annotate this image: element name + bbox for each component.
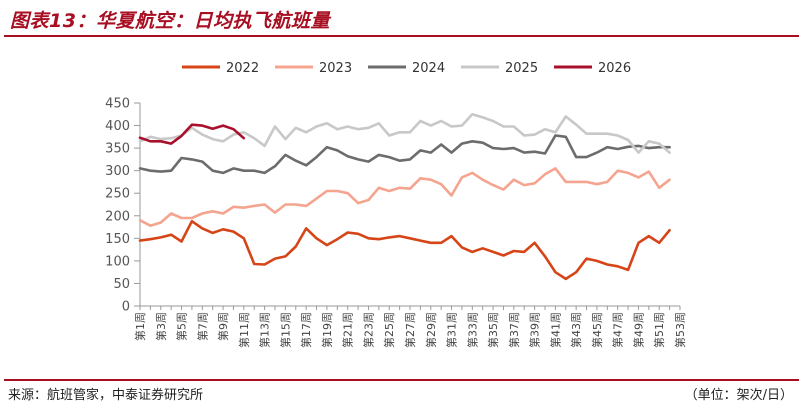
- y-tick-label: 250: [105, 187, 130, 202]
- x-tick-label: 第25周: [382, 312, 396, 348]
- chart-legend: 2022 2023 2024 2025 2026: [182, 61, 631, 76]
- y-tick-label: 150: [105, 232, 130, 247]
- x-tick-label: 第11周: [237, 312, 251, 348]
- y-tick-label: 350: [105, 142, 130, 157]
- x-tick-label: 第31周: [445, 312, 459, 348]
- x-tick-label: 第45周: [590, 312, 604, 348]
- legend-label-2023: 2023: [319, 61, 352, 76]
- x-tick-label: 第43周: [569, 312, 583, 348]
- series-line-2025: [138, 113, 671, 154]
- x-tick-label: 第33周: [465, 312, 479, 348]
- y-tick-label: 200: [105, 209, 130, 224]
- source-note: 来源：航班管家，中泰证券研究所: [8, 388, 204, 403]
- y-tick-label: 50: [113, 277, 130, 292]
- x-tick-label: 第27周: [403, 312, 417, 348]
- y-tick-label: 400: [105, 119, 130, 134]
- y-tick-label: 100: [105, 254, 130, 269]
- legend-label-2025: 2025: [505, 61, 538, 76]
- x-axis: 第1周 第3周 第5周 第7周 第9周 第11周 第13周 第15周 第17周 第19周 第21周第…: [133, 305, 687, 348]
- x-tick-label: 第35周: [486, 312, 500, 348]
- x-tick-label: 第23周: [361, 312, 375, 348]
- x-tick-label: 第49周: [631, 312, 645, 348]
- series-line-2023: [138, 167, 671, 227]
- unit-note: （单位：架次/日）: [684, 388, 793, 403]
- series-line-2026: [138, 123, 246, 145]
- series-line-2024: [138, 134, 671, 175]
- x-tick-label: 第13周: [258, 312, 272, 348]
- chart-header: 图表13：华夏航空：日均执飞航班量: [0, 0, 803, 40]
- x-tick-label: 第41周: [548, 312, 562, 348]
- x-tick-label: 第17周: [299, 312, 313, 348]
- legend-label-2022: 2022: [226, 61, 259, 76]
- x-tick-label: 第47周: [611, 312, 625, 348]
- x-tick-label: 第53周: [673, 312, 687, 348]
- y-axis: 0 50 100 150 200 250 300 350 400 450: [105, 97, 141, 315]
- x-tick-label: 第51周: [652, 312, 666, 348]
- legend-label-2024: 2024: [412, 61, 445, 76]
- title-divider: [4, 35, 799, 37]
- x-tick-label: 第7周: [195, 312, 209, 341]
- plot-lines: [138, 113, 671, 281]
- x-tick-label: 第37周: [507, 312, 521, 348]
- x-tick-label: 第1周: [133, 312, 147, 341]
- x-tick-label: 第29周: [424, 312, 438, 348]
- x-tick-label: 第39周: [528, 312, 542, 348]
- legend-label-2026: 2026: [598, 61, 631, 76]
- x-tick-label: 第5周: [175, 312, 189, 341]
- y-tick-label: 300: [105, 164, 130, 179]
- x-tick-label: 第19周: [320, 312, 334, 348]
- y-tick-label: 450: [105, 97, 130, 112]
- x-tick-label: 第15周: [278, 312, 292, 348]
- x-tick-label: 第9周: [216, 312, 230, 341]
- footer-divider: [4, 379, 799, 381]
- x-tick-label: 第21周: [341, 312, 355, 348]
- line-chart: 2022 2023 2024 2025 2026 0 50 100 150 200 250 300 3…: [105, 61, 687, 348]
- chart-title: 图表13：华夏航空：日均执飞航班量: [10, 10, 330, 32]
- y-tick-label: 0: [122, 300, 130, 315]
- x-tick-label: 第3周: [154, 312, 168, 341]
- series-line-2022: [138, 219, 671, 281]
